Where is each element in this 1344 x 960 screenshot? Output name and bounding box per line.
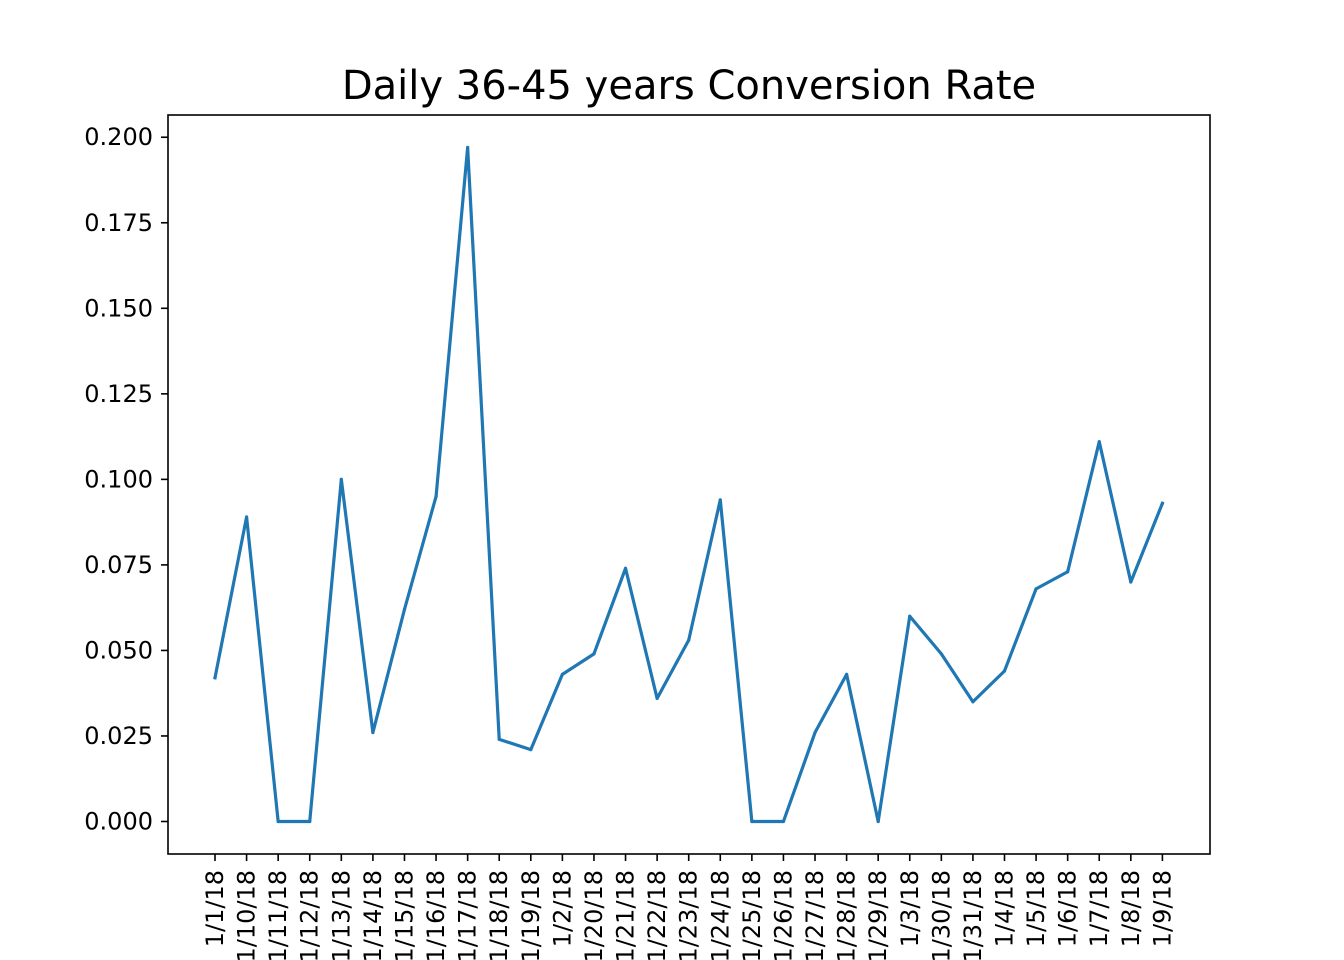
y-tick-label: 0.000 [84, 807, 153, 835]
data-point [655, 696, 659, 700]
series-line [213, 145, 1165, 824]
data-point [1097, 440, 1101, 444]
data-point [497, 737, 501, 741]
data-point [466, 145, 470, 150]
data-point [434, 494, 438, 499]
x-tick-label: 1/17/18 [454, 870, 482, 960]
x-tick-label: 1/30/18 [927, 870, 955, 960]
y-tick-label: 0.050 [84, 636, 153, 664]
x-tick-label: 1/15/18 [390, 870, 418, 960]
x-tick-label: 1/14/18 [359, 870, 387, 960]
x-tick-label: 1/23/18 [675, 870, 703, 960]
data-point [845, 672, 849, 676]
data-point [750, 819, 754, 824]
x-tick-label: 1/28/18 [833, 870, 861, 960]
x-tick-label: 1/2/18 [548, 870, 576, 947]
y-tick-label: 0.075 [84, 551, 153, 579]
data-point [276, 819, 280, 824]
data-point [1002, 669, 1007, 673]
y-tick-label: 0.200 [84, 123, 153, 151]
data-point [687, 638, 691, 642]
x-tick-label: 1/20/18 [580, 870, 608, 960]
data-point [244, 515, 249, 519]
data-point [876, 819, 880, 824]
x-tick-label: 1/10/18 [233, 870, 261, 960]
data-point [813, 730, 817, 735]
data-point [718, 498, 722, 502]
x-tick-label: 1/13/18 [327, 870, 355, 960]
x-tick-label: 1/12/18 [296, 870, 324, 960]
x-tick-label: 1/18/18 [485, 870, 513, 960]
data-point [1160, 501, 1164, 505]
x-tick-label: 1/5/18 [1022, 870, 1050, 947]
data-point [402, 607, 407, 611]
chart-title: Daily 36-45 years Conversion Rate [342, 63, 1036, 109]
y-tick-label: 0.175 [84, 209, 153, 237]
x-tick-label: 1/8/18 [1117, 870, 1145, 947]
series-layer [213, 145, 1165, 824]
x-tick-label: 1/16/18 [422, 870, 450, 960]
data-point [1066, 570, 1070, 574]
x-tick-label: 1/1/18 [201, 870, 229, 947]
x-tick-label: 1/9/18 [1148, 870, 1176, 947]
data-point [971, 700, 975, 704]
x-tick-label: 1/29/18 [864, 870, 892, 960]
x-tick-label: 1/22/18 [643, 870, 671, 960]
data-point [1034, 587, 1038, 591]
data-point [529, 748, 533, 752]
y-tick-label: 0.025 [84, 722, 153, 750]
x-tick-label: 1/26/18 [769, 870, 797, 960]
x-tick-label: 1/11/18 [264, 870, 292, 960]
data-point [939, 652, 943, 656]
data-point [623, 566, 628, 570]
data-point [371, 730, 375, 735]
x-tick-label: 1/4/18 [991, 870, 1019, 947]
x-tick-label: 1/3/18 [896, 870, 924, 947]
data-point [592, 652, 596, 656]
y-tick-label: 0.150 [84, 294, 153, 322]
data-point [339, 477, 343, 481]
x-tick-label: 1/31/18 [959, 870, 987, 960]
x-tick-label: 1/21/18 [612, 870, 640, 960]
data-point [308, 819, 312, 824]
x-tick-label: 1/7/18 [1085, 870, 1113, 947]
x-tick-label: 1/27/18 [801, 870, 829, 960]
x-tick-label: 1/6/18 [1054, 870, 1082, 947]
plot-frame [167, 114, 1211, 855]
y-tick-label: 0.100 [84, 465, 153, 493]
x-tick-label: 1/25/18 [738, 870, 766, 960]
data-point [213, 676, 217, 680]
data-point [781, 819, 786, 824]
data-point [1129, 580, 1133, 584]
x-tick-label: 1/24/18 [706, 870, 734, 960]
x-tick-label: 1/19/18 [517, 870, 545, 960]
y-tick-label: 0.125 [84, 380, 153, 408]
axes: 0.000 0.025 0.050 0.075 0.100 0.125 0.150 0.175… [84, 114, 1211, 960]
data-point [908, 614, 912, 618]
data-point [560, 672, 564, 676]
